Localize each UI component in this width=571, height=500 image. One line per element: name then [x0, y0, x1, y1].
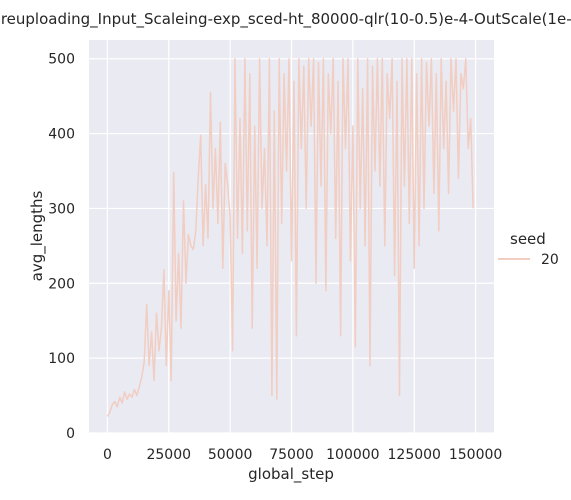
legend: seed 20 — [498, 230, 559, 268]
x-tick-labels: 0 25000 50000 75000 100000 125000 150000 — [103, 447, 502, 463]
x-axis-label: global_step — [248, 465, 334, 484]
x-tick-label: 25000 — [146, 447, 191, 463]
y-tick-label: 500 — [48, 52, 75, 68]
y-tick-label: 300 — [48, 201, 75, 217]
chart-title: reuploading_Input_Scaleing-exp_sced-ht_8… — [1, 10, 571, 29]
x-tick-label: 150000 — [449, 447, 502, 463]
y-tick-labels: 0 100 200 300 400 500 — [48, 52, 75, 442]
y-tick-label: 400 — [48, 127, 75, 143]
y-axis-label: avg_lengths — [28, 190, 47, 281]
series-layer — [106, 57, 474, 417]
series-line-20 — [106, 57, 474, 417]
y-tick-label: 0 — [66, 426, 75, 442]
legend-title: seed — [510, 230, 546, 248]
y-tick-label: 200 — [48, 276, 75, 292]
x-tick-label: 50000 — [208, 447, 253, 463]
x-tick-label: 0 — [103, 447, 112, 463]
x-tick-label: 125000 — [388, 447, 441, 463]
legend-entry-20: 20 — [541, 252, 559, 268]
y-tick-label: 100 — [48, 351, 75, 367]
x-tick-label: 100000 — [326, 447, 379, 463]
x-tick-label: 75000 — [269, 447, 314, 463]
